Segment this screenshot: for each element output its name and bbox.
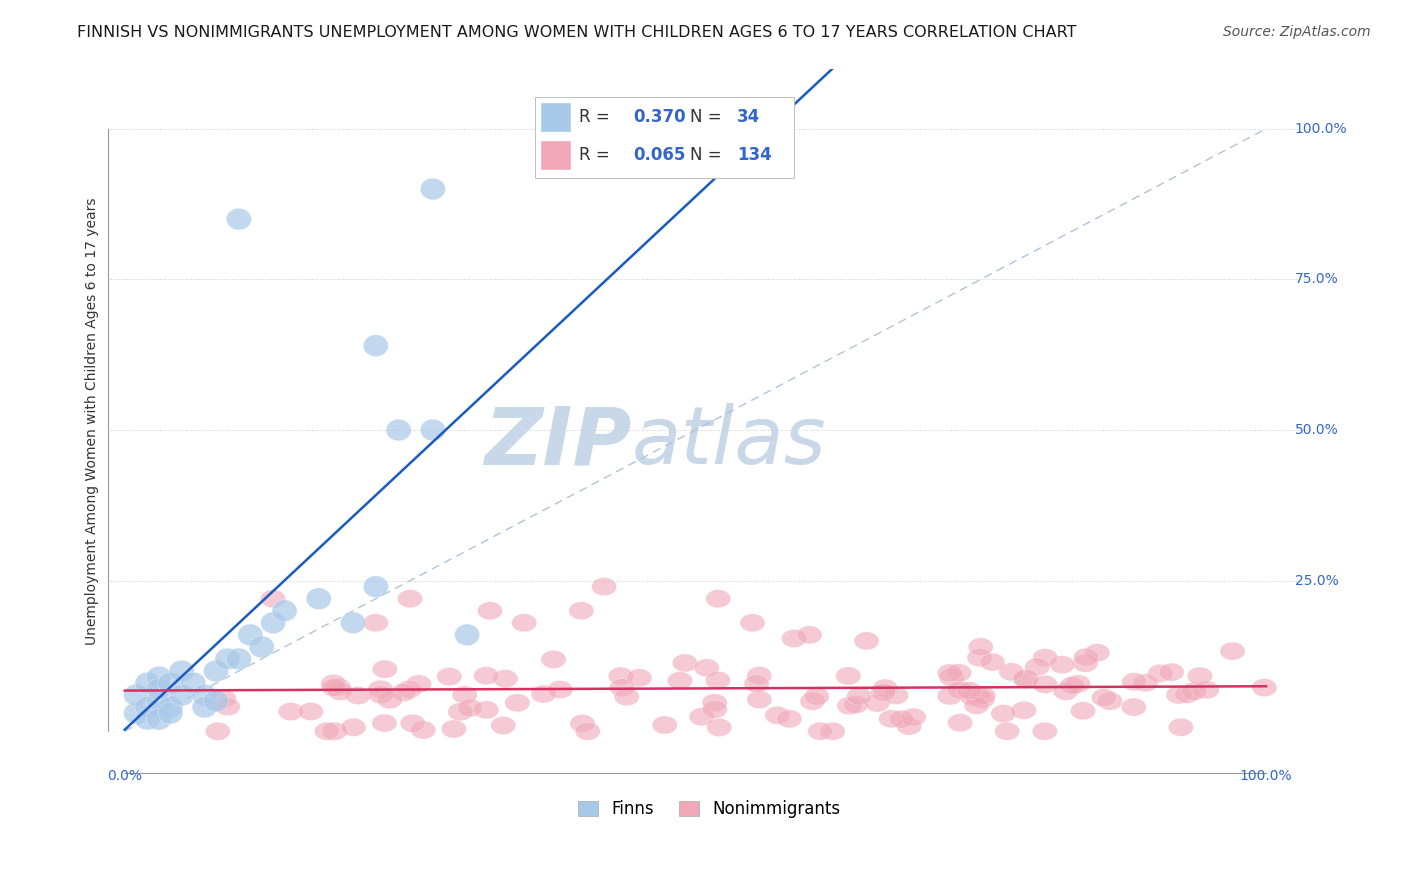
Text: 100.0%: 100.0% [1295,122,1347,136]
Legend: Finns, Nonimmigrants: Finns, Nonimmigrants [572,794,848,825]
Y-axis label: Unemployment Among Women with Children Ages 6 to 17 years: Unemployment Among Women with Children A… [86,197,100,645]
Text: 25.0%: 25.0% [1295,574,1339,588]
Text: 50.0%: 50.0% [1295,423,1339,437]
Text: FINNISH VS NONIMMIGRANTS UNEMPLOYMENT AMONG WOMEN WITH CHILDREN AGES 6 TO 17 YEA: FINNISH VS NONIMMIGRANTS UNEMPLOYMENT AM… [77,25,1077,40]
Text: 0.0%: 0.0% [107,769,142,782]
Text: atlas: atlas [631,403,827,481]
Text: Source: ZipAtlas.com: Source: ZipAtlas.com [1223,25,1371,39]
Text: ZIP: ZIP [484,403,631,481]
Text: 100.0%: 100.0% [1240,769,1292,782]
Text: 75.0%: 75.0% [1295,272,1339,286]
